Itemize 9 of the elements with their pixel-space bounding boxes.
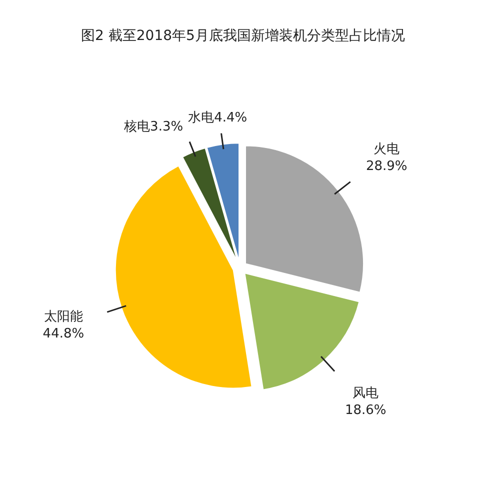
data-label: 28.9%	[366, 159, 408, 174]
slice-label: 核电3.3%	[123, 120, 184, 135]
slice-label: 火电	[374, 142, 400, 158]
slice-label: 太阳能	[44, 310, 83, 325]
chart-title: 图2 截至2018年5月底我国新增装机分类型占比情况	[81, 28, 405, 44]
slice-label: 水电4.4%	[188, 110, 248, 126]
data-label: 44.8%	[42, 326, 84, 342]
data-label: 18.6%	[344, 402, 386, 418]
slice-label: 风电	[352, 386, 379, 401]
